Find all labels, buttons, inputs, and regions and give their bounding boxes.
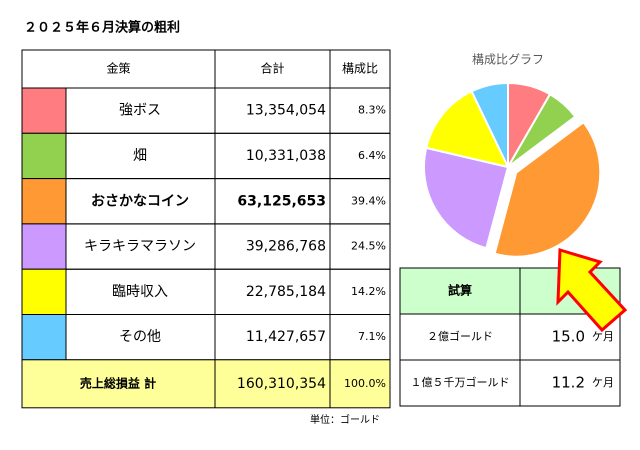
arrow <box>556 248 628 333</box>
row-share: 8.3% <box>358 104 386 117</box>
row-name: おさかなコイン <box>91 193 189 209</box>
estimate-label: １億５千万ゴールド <box>411 375 510 389</box>
row-share: 6.4% <box>358 149 386 162</box>
total-amount: 160,310,354 <box>237 376 326 392</box>
estimate-value: 15.0 <box>552 328 585 346</box>
color-swatch <box>21 268 67 316</box>
pie-slice <box>425 89 510 169</box>
row-name: 臨時収入 <box>112 284 168 300</box>
header-text: 構成比 <box>342 62 378 76</box>
total-row <box>21 359 391 409</box>
row-name: 畑 <box>133 148 147 164</box>
row-amount: 63,125,653 <box>237 193 326 209</box>
row-name: その他 <box>119 329 161 345</box>
row-amount: 22,785,184 <box>246 284 326 300</box>
row-amount: 39,286,768 <box>246 239 326 255</box>
color-swatch <box>21 132 67 180</box>
report-title: ２０２５年６月決算の粗利 <box>24 20 180 36</box>
row-amount: 13,354,054 <box>246 103 326 119</box>
row-name: 強ボス <box>119 103 161 119</box>
total-label: 売上総損益 計 <box>80 375 156 390</box>
estimate-row <box>399 359 621 407</box>
header-text: 合計 <box>260 61 284 76</box>
estimate-label: ２億ゴールド <box>427 329 493 343</box>
row-share: 7.1% <box>358 330 386 343</box>
estimate-header-text: 試算 <box>448 283 472 298</box>
color-swatch <box>21 223 67 270</box>
row-share: 24.5% <box>351 240 386 253</box>
pie-slice <box>493 120 602 258</box>
color-swatch <box>21 178 67 225</box>
color-swatch <box>21 87 67 134</box>
pie-slice <box>423 146 510 250</box>
row-amount: 10,331,038 <box>246 148 326 164</box>
estimate-value: 11.2 <box>552 374 585 392</box>
row-share: 39.4% <box>351 194 386 207</box>
header-text: 金策 <box>106 61 130 76</box>
estimate-unit: ケ月 <box>592 330 614 343</box>
pie-slice <box>470 81 509 168</box>
unit-note: 単位：ゴールド <box>310 413 380 426</box>
color-swatch <box>21 314 67 361</box>
row-amount: 11,427,657 <box>246 329 326 345</box>
pie-slice <box>507 92 577 168</box>
row-share: 14.2% <box>351 285 386 298</box>
row-name: キラキラマラソン <box>84 239 196 255</box>
pie-chart <box>423 81 602 258</box>
total-share: 100.0% <box>344 377 386 390</box>
estimate-unit: ケ月 <box>592 376 614 389</box>
pie-title: 構成比グラフ <box>472 53 544 67</box>
